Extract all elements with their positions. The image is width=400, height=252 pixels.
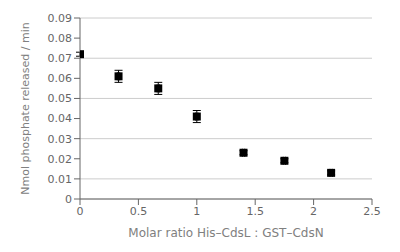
svg-text:0.03: 0.03	[48, 133, 73, 146]
svg-text:2: 2	[310, 205, 317, 218]
svg-text:Nmol phosphate released / min: Nmol phosphate released / min	[19, 22, 32, 194]
svg-text:0.08: 0.08	[48, 32, 73, 45]
svg-text:0.5: 0.5	[130, 205, 148, 218]
svg-text:1: 1	[193, 205, 200, 218]
svg-text:0.06: 0.06	[48, 72, 73, 85]
svg-text:0: 0	[65, 193, 72, 206]
svg-text:0.07: 0.07	[48, 52, 73, 65]
svg-text:2.5: 2.5	[363, 205, 381, 218]
svg-text:0.04: 0.04	[48, 112, 73, 125]
svg-text:0.02: 0.02	[48, 153, 73, 166]
svg-text:0.05: 0.05	[48, 92, 73, 105]
svg-text:0.01: 0.01	[48, 173, 73, 186]
svg-text:0: 0	[77, 205, 84, 218]
svg-text:0.09: 0.09	[48, 12, 73, 25]
svg-text:1.5: 1.5	[246, 205, 264, 218]
svg-text:Molar ratio His–CdsL : GST–Cds: Molar ratio His–CdsL : GST–CdsN	[128, 226, 323, 240]
